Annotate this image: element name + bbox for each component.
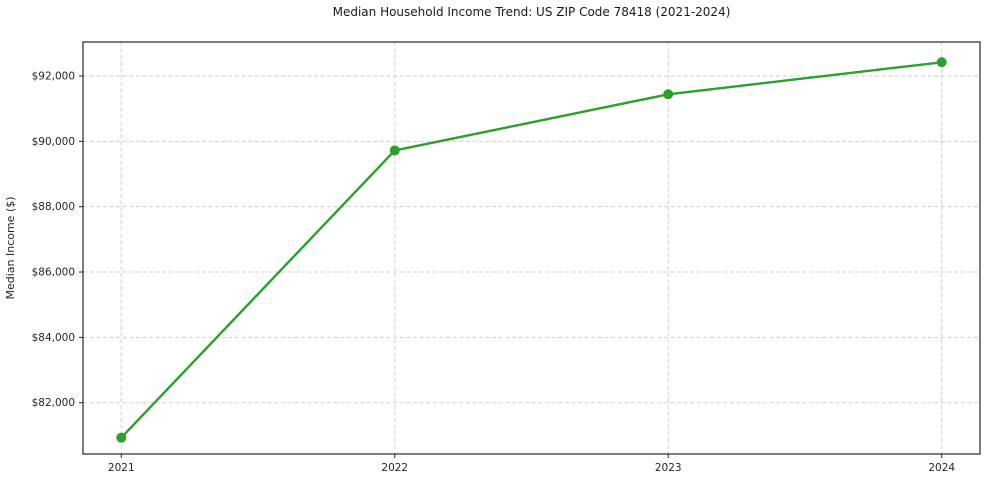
y-tick-label: $82,000 <box>32 397 75 409</box>
x-tick-label: 2023 <box>655 462 682 474</box>
data-point <box>663 89 674 100</box>
x-tick-label: 2021 <box>108 462 135 474</box>
trend-line <box>120 61 943 439</box>
y-tick-label: $84,000 <box>32 332 75 344</box>
y-tick-label: $90,000 <box>32 136 75 148</box>
y-tick-label: $88,000 <box>32 201 75 213</box>
data-point <box>936 57 947 68</box>
y-tick-label: $86,000 <box>32 267 75 279</box>
x-tick-label: 2022 <box>381 462 408 474</box>
y-tick-label: $92,000 <box>32 70 75 82</box>
x-tick-label: 2024 <box>928 462 955 474</box>
chart-title: Median Household Income Trend: US ZIP Co… <box>332 5 731 19</box>
plot-border <box>82 41 981 455</box>
data-point <box>116 432 127 443</box>
data-point <box>389 145 400 156</box>
y-axis-label: Median Income ($) <box>4 196 17 299</box>
